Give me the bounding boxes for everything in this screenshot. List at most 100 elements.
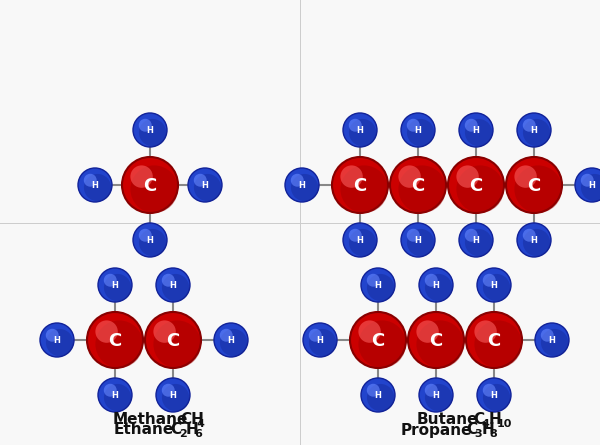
Circle shape xyxy=(407,229,434,256)
Circle shape xyxy=(457,166,479,188)
Text: Butane: Butane xyxy=(416,413,478,428)
Text: H: H xyxy=(299,181,305,190)
Circle shape xyxy=(523,229,536,242)
Circle shape xyxy=(483,384,510,411)
Circle shape xyxy=(361,378,395,412)
Circle shape xyxy=(343,223,377,257)
Text: H: H xyxy=(488,413,501,428)
Circle shape xyxy=(104,274,116,287)
Circle shape xyxy=(401,113,435,147)
Circle shape xyxy=(162,274,175,287)
Circle shape xyxy=(350,312,406,368)
Circle shape xyxy=(523,119,536,132)
Circle shape xyxy=(145,312,201,368)
Text: 4: 4 xyxy=(482,419,490,429)
Circle shape xyxy=(309,329,336,356)
Circle shape xyxy=(303,323,337,357)
Text: C: C xyxy=(412,177,425,195)
Circle shape xyxy=(367,274,394,301)
Circle shape xyxy=(78,168,112,202)
Circle shape xyxy=(130,166,153,188)
Text: C: C xyxy=(527,177,541,195)
Circle shape xyxy=(390,157,446,213)
Text: C: C xyxy=(371,332,385,350)
Circle shape xyxy=(416,320,464,368)
Circle shape xyxy=(477,268,511,302)
Text: H: H xyxy=(202,181,208,190)
Text: H: H xyxy=(473,126,479,135)
Circle shape xyxy=(291,174,318,201)
Circle shape xyxy=(401,223,435,257)
Circle shape xyxy=(95,320,143,368)
Circle shape xyxy=(104,384,116,396)
Circle shape xyxy=(535,323,569,357)
Text: H: H xyxy=(491,281,497,290)
Circle shape xyxy=(349,119,376,146)
Text: CH: CH xyxy=(180,413,204,428)
Circle shape xyxy=(483,274,496,287)
Circle shape xyxy=(139,229,166,256)
Circle shape xyxy=(154,320,201,368)
Circle shape xyxy=(408,312,464,368)
Circle shape xyxy=(349,229,362,242)
Circle shape xyxy=(291,174,304,187)
Circle shape xyxy=(46,329,73,356)
Circle shape xyxy=(367,384,380,396)
Text: 4: 4 xyxy=(196,419,204,429)
Circle shape xyxy=(523,119,550,146)
Circle shape xyxy=(154,320,176,343)
Text: H: H xyxy=(433,281,439,290)
Circle shape xyxy=(220,329,247,356)
Text: H: H xyxy=(415,126,421,135)
Circle shape xyxy=(162,274,189,301)
Circle shape xyxy=(425,384,452,411)
Circle shape xyxy=(46,329,59,342)
Circle shape xyxy=(343,113,377,147)
Circle shape xyxy=(194,174,221,201)
Text: 10: 10 xyxy=(497,419,512,429)
Circle shape xyxy=(309,329,322,342)
Circle shape xyxy=(285,168,319,202)
Circle shape xyxy=(349,119,362,132)
Text: C: C xyxy=(170,422,182,437)
Text: H: H xyxy=(481,422,494,437)
Text: 8: 8 xyxy=(490,429,497,439)
Circle shape xyxy=(407,119,420,132)
Text: H: H xyxy=(112,391,118,400)
Circle shape xyxy=(506,157,562,213)
Text: H: H xyxy=(317,336,323,345)
Circle shape xyxy=(398,166,421,188)
Text: H: H xyxy=(53,336,61,345)
Circle shape xyxy=(367,274,380,287)
Circle shape xyxy=(104,384,131,411)
Circle shape xyxy=(419,268,453,302)
Circle shape xyxy=(448,157,504,213)
Circle shape xyxy=(340,166,388,213)
Circle shape xyxy=(84,174,111,201)
Text: H: H xyxy=(356,126,364,135)
Text: C: C xyxy=(487,332,500,350)
Text: C: C xyxy=(109,332,122,350)
Circle shape xyxy=(139,119,152,132)
Circle shape xyxy=(477,378,511,412)
Text: H: H xyxy=(415,236,421,245)
Text: H: H xyxy=(374,391,382,400)
Circle shape xyxy=(139,119,166,146)
Circle shape xyxy=(98,378,132,412)
Circle shape xyxy=(465,229,478,242)
Text: H: H xyxy=(227,336,235,345)
Circle shape xyxy=(398,166,446,213)
Circle shape xyxy=(104,274,131,301)
Circle shape xyxy=(95,320,118,343)
Circle shape xyxy=(459,113,493,147)
Text: H: H xyxy=(374,281,382,290)
Circle shape xyxy=(475,320,497,343)
Text: H: H xyxy=(92,181,98,190)
Circle shape xyxy=(156,268,190,302)
Circle shape xyxy=(541,329,568,356)
Circle shape xyxy=(133,223,167,257)
Circle shape xyxy=(416,320,439,343)
Circle shape xyxy=(459,223,493,257)
Text: 6: 6 xyxy=(194,429,202,439)
Circle shape xyxy=(139,229,152,242)
